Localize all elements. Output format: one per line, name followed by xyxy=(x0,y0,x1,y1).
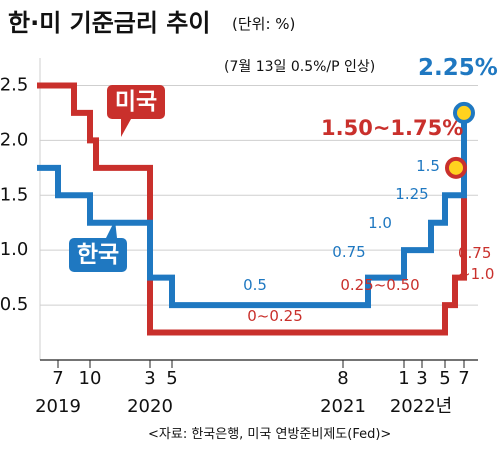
korea-value-label: 2.25% xyxy=(418,55,498,81)
x-tick-label: 3 xyxy=(416,368,427,389)
series-layer xyxy=(37,82,467,336)
us-series-callout: 미국 xyxy=(107,85,165,137)
chart-title: 한·미 기준금리 추이 xyxy=(8,9,210,37)
year-label: 2022년 xyxy=(390,396,452,417)
korea-rate-line xyxy=(37,109,467,309)
korea-series-label: 한국 xyxy=(77,242,119,268)
x-tick-label: 3 xyxy=(144,368,155,389)
x-tick-label: 7 xyxy=(52,368,63,389)
y-tick-label: 0.5 xyxy=(0,294,28,315)
x-tick-label: 5 xyxy=(166,368,177,389)
x-tick-label: 7 xyxy=(458,368,469,389)
korea-series-callout: 한국 xyxy=(69,220,127,272)
korea-badge xyxy=(69,238,127,272)
x-tick-label: 5 xyxy=(439,368,450,389)
y-tick-label: 1.5 xyxy=(0,184,28,205)
chart-source: <자료: 한국은행, 미국 연방준비제도(Fed)> xyxy=(148,426,391,442)
korea-end-marker xyxy=(453,101,475,124)
korea-value-label: 1.5 xyxy=(416,157,440,175)
us-value-label: 0~0.25 xyxy=(247,307,303,325)
chart-unit-label: (단위: %) xyxy=(232,15,295,33)
y-axis-layer: 2.5 2.0 1.5 1.0 0.5 xyxy=(0,74,28,315)
korea-value-label: 1.25 xyxy=(395,185,428,203)
y-tick-label: 1.0 xyxy=(0,239,28,260)
korea-value-label: 0.5 xyxy=(243,276,267,294)
year-label: 2020 xyxy=(127,396,173,417)
year-label: 2021 xyxy=(320,396,366,417)
us-value-label: 0.25~0.50 xyxy=(340,276,419,294)
us-value-label: 0.75 xyxy=(458,244,491,262)
year-label: 2019 xyxy=(35,396,81,417)
x-tick-label: 8 xyxy=(337,368,348,389)
us-badge xyxy=(107,85,165,119)
korea-value-label: 0.75 xyxy=(332,243,365,261)
x-tick-label: 1 xyxy=(398,368,409,389)
korea-value-label: 1.0 xyxy=(368,214,392,232)
us-rate-line xyxy=(37,82,467,336)
korea-badge-pointer xyxy=(106,220,117,238)
x-tick-label: 10 xyxy=(79,368,102,389)
y-tick-label: 2.0 xyxy=(0,129,28,150)
us-value-label: 1.50~1.75% xyxy=(321,116,463,140)
us-value-label: ~1.0 xyxy=(458,265,494,283)
us-end-marker xyxy=(445,156,467,179)
chart-note: (7월 13일 0.5%/P 인상) xyxy=(224,59,375,75)
us-badge-pointer xyxy=(121,119,131,137)
y-tick-label: 2.5 xyxy=(0,74,28,95)
us-series-label: 미국 xyxy=(115,89,157,115)
